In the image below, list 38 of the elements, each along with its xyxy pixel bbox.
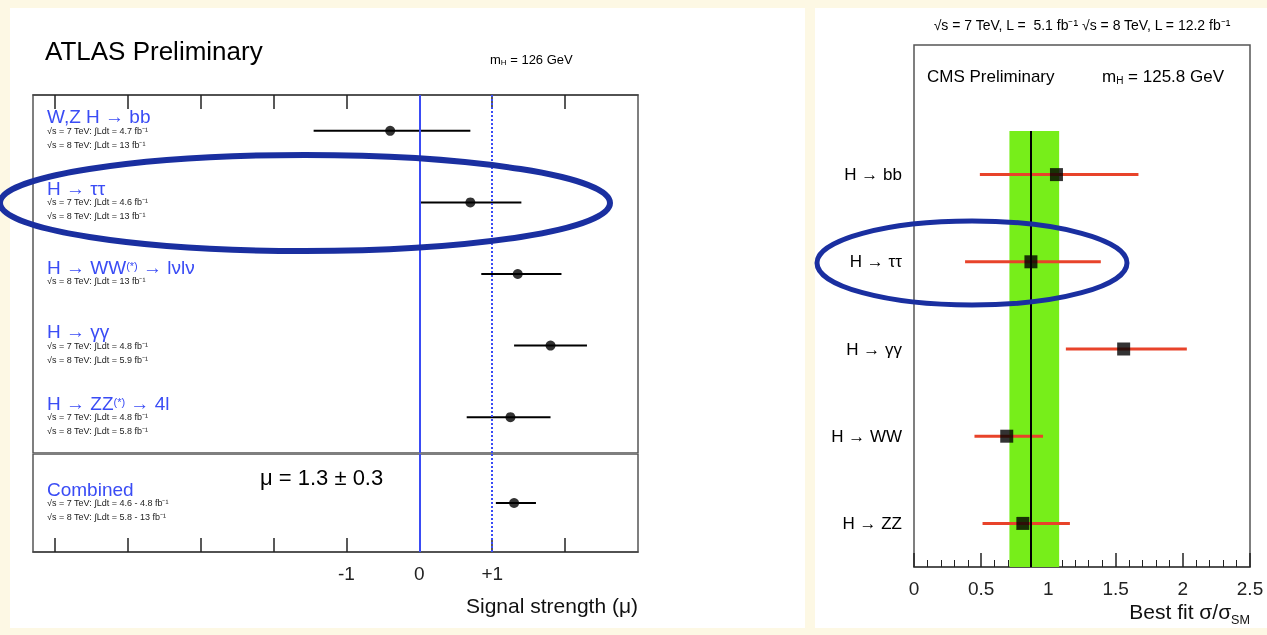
point: [1000, 429, 1014, 443]
y-tick-label: Combined √s = 7 TeV: ∫Ldt = 4.6 - 4.8 fb⁻¹ √s = 8 TeV: ∫Ldt = 5.8 - 13 fb⁻¹: [47, 478, 169, 522]
point: [465, 197, 476, 208]
chart-title: CMS Preliminary: [927, 67, 1056, 86]
x-axis-title: Best fit σ/σ$_{SM}$: [1129, 600, 1250, 628]
y-tick-label: H → ττ: [849, 252, 903, 272]
y-tick-label: H → ZZ(*) → 4l √s = 7 TeV: ∫Ldt = 4.8 fb⁻¹ √s = 8 TeV: ∫Ldt = 5.8 fb⁻¹: [47, 392, 170, 437]
y-tick-label: H → WW(*) → lνlν √s = 8 TeV: ∫Ldt = 13 fb⁻¹: [47, 256, 195, 286]
x-tick-label: 2.5: [1236, 578, 1264, 599]
y-tick-label: H → ZZ: [842, 513, 902, 533]
annotation: μ = 1.3 ± 0.3: [260, 464, 384, 490]
chart-subtitle: √s = 7 TeV, L = 5.1 fb⁻¹ √s = 8 TeV, L = 12.2 fb⁻¹: [933, 17, 1231, 33]
y-tick-label: H → WW: [831, 426, 902, 446]
y-tick-label: H → γγ √s = 7 TeV: ∫Ldt = 4.8 fb⁻¹ √s = 8 TeV: ∫Ldt = 5.9 fb⁻¹: [47, 321, 148, 365]
point: [545, 340, 556, 351]
x-tick-label: 1: [1043, 578, 1054, 599]
x-axis-title: Signal strength (μ): [465, 594, 638, 618]
text: mH = 125.8 GeV: [1102, 67, 1225, 86]
y-tick-label: H → ττ √s = 7 TeV: ∫Ldt = 4.6 fb⁻¹ √s = 8 TeV: ∫Ldt = 13 fb⁻¹: [47, 177, 148, 222]
x-tick-label: 0: [908, 578, 920, 599]
y-tick-label: H → bb: [844, 165, 902, 185]
point: [385, 125, 396, 136]
point: [1024, 255, 1038, 269]
x-tick-label: 0: [414, 563, 425, 584]
y-tick-label: W,Z H → bb √s = 7 TeV: ∫Ldt = 4.7 fb⁻¹ √s = 8 TeV: ∫Ldt = 13 fb⁻¹: [47, 106, 151, 150]
text: mH = 126 GeV: [490, 52, 574, 68]
x-tick-label: -1: [337, 563, 355, 584]
point: [1117, 342, 1131, 356]
point: [1016, 516, 1030, 530]
x-tick-label: 1.5: [1102, 578, 1129, 599]
point: [512, 269, 523, 279]
point: [505, 412, 516, 423]
chart-title: ATLAS Preliminary: [45, 36, 263, 66]
point: [1049, 168, 1063, 182]
y-tick-label: H → γγ: [846, 339, 903, 359]
x-tick-label: +1: [481, 563, 504, 584]
x-tick-label: 0.5: [967, 578, 995, 599]
x-tick-label: 2: [1177, 578, 1189, 599]
